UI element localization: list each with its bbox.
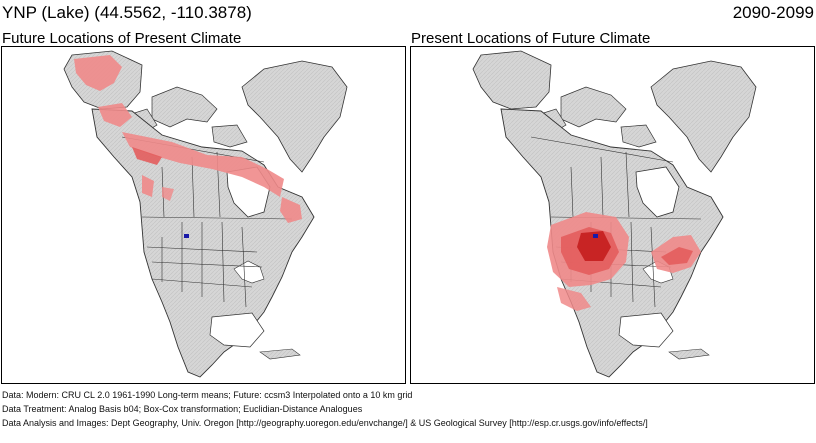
site-title: YNP (Lake) (44.5562, -110.3878) bbox=[2, 3, 252, 22]
mainland-north-america bbox=[91, 108, 315, 378]
caribbean-islands bbox=[668, 348, 710, 360]
gulf-of-mexico bbox=[618, 312, 674, 348]
analog-areas-right bbox=[547, 212, 701, 311]
footer-data-treatment: Data Treatment: Analog Basis b04; Box-Co… bbox=[2, 404, 363, 414]
panel-title-present-locations: Present Locations of Future Climate bbox=[411, 30, 651, 47]
hudson-bay bbox=[635, 166, 680, 218]
greenland-landmass bbox=[241, 60, 348, 173]
time-period: 2090-2099 bbox=[732, 3, 814, 22]
arctic-islands bbox=[560, 86, 627, 128]
site-marker-right bbox=[593, 234, 598, 238]
gulf-of-mexico bbox=[209, 312, 265, 348]
arctic-islands bbox=[151, 86, 218, 128]
analog-areas-left bbox=[74, 55, 302, 223]
north-america-map-left bbox=[63, 50, 348, 378]
north-america-map-right bbox=[472, 50, 757, 378]
site-marker-left bbox=[184, 234, 189, 238]
map-future-locations bbox=[1, 46, 406, 384]
caribbean-islands bbox=[259, 348, 301, 360]
map-present-locations bbox=[410, 46, 815, 384]
panel-title-future-locations: Future Locations of Present Climate bbox=[2, 30, 242, 47]
greenland-landmass bbox=[650, 60, 757, 173]
footer-credits: Data Analysis and Images: Dept Geography… bbox=[2, 418, 648, 428]
alaska-landmass bbox=[472, 50, 552, 110]
footer-data-sources: Data: Modern: CRU CL 2.0 1961-1990 Long-… bbox=[2, 390, 413, 400]
